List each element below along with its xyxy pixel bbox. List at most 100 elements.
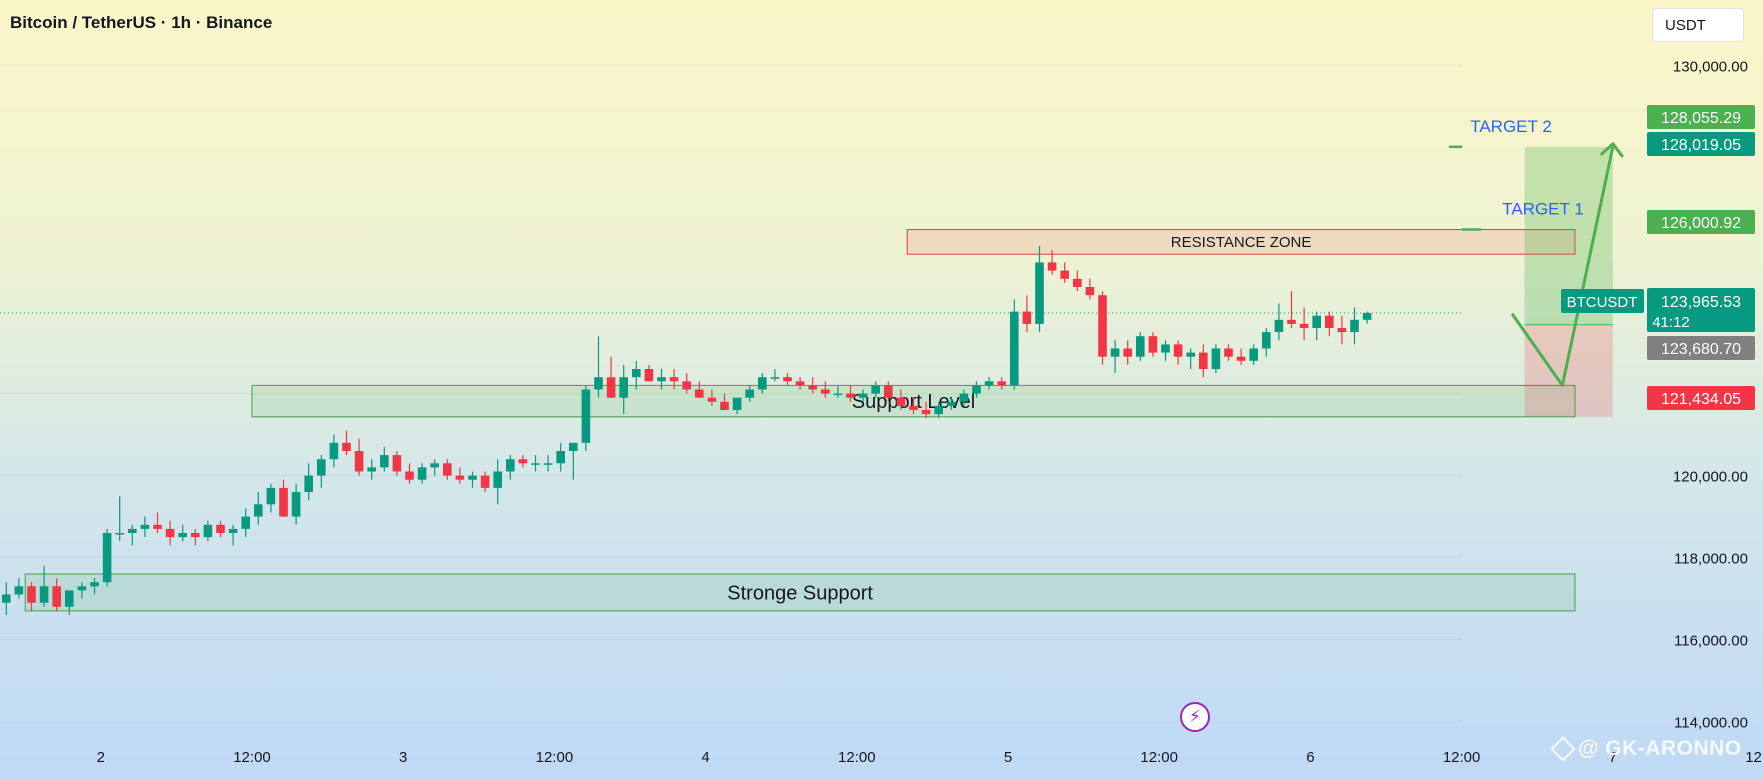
long-position-tool[interactable]: [1524, 146, 1613, 417]
candle-body: [543, 463, 553, 465]
candlestick-series: [0, 246, 1462, 615]
target-lines[interactable]: TARGET 1 TARGET 2: [1449, 117, 1584, 231]
candle-body: [1362, 313, 1372, 320]
candle-body: [52, 586, 61, 607]
lightning-icon[interactable]: ⚡: [1180, 702, 1210, 732]
position-stop-area: [1524, 324, 1613, 417]
target-label: TARGET 1: [1502, 200, 1584, 219]
price-label-stop-bg: [1647, 386, 1755, 410]
candle-body: [833, 393, 843, 396]
x-tick-label: 12:00: [1140, 749, 1178, 766]
x-tick-label: 7: [1609, 749, 1617, 766]
candle-body: [493, 471, 502, 488]
candle-body: [1173, 344, 1183, 357]
zone-label: RESISTANCE ZONE: [1171, 234, 1312, 251]
watermark-text: @ GK-ARONNO: [1578, 737, 1742, 760]
x-tick-label: 12:00: [233, 749, 271, 766]
candle-body: [1262, 332, 1271, 349]
y-tick-label: 130,000.00: [1673, 59, 1748, 76]
candle-body: [1136, 336, 1145, 357]
price-label-target1: 126,000.92: [1661, 215, 1741, 232]
candle-body: [506, 459, 515, 472]
candle-body: [430, 463, 439, 468]
candle-body: [203, 524, 213, 538]
x-tick-label: 2: [97, 749, 105, 766]
candle-body: [644, 369, 654, 382]
candle-body: [1199, 352, 1208, 369]
candle-body: [1186, 352, 1195, 357]
x-tick-label: 6: [1306, 749, 1314, 766]
arrow-head: [1599, 142, 1624, 158]
price-label-target2: 128,019.05: [1661, 137, 1741, 154]
candle-body: [632, 369, 641, 378]
price-label-current-bg: [1647, 288, 1755, 332]
candle-body: [1211, 348, 1221, 369]
price-label-stop: 121,434.05: [1661, 391, 1741, 408]
symbol-tag-bg: [1561, 289, 1644, 313]
candle-body: [1123, 348, 1132, 357]
x-tick-label: 4: [701, 749, 709, 766]
x-tick-label: 12:00: [838, 749, 876, 766]
candle-body: [342, 442, 351, 451]
candle-body: [480, 475, 490, 488]
candle-body: [770, 377, 780, 379]
support-zone: [24, 573, 1576, 612]
target-label: TARGET 2: [1470, 117, 1552, 136]
candle-body: [720, 401, 729, 410]
candle-body: [367, 467, 376, 472]
candle-body: [304, 475, 313, 492]
candle-body: [1022, 311, 1032, 324]
candle-body: [39, 586, 49, 603]
candle-body: [808, 385, 817, 390]
price-labels: 128,055.29 128,019.05 126,000.92 123,965.53…: [1561, 105, 1755, 410]
candle-body: [947, 401, 956, 406]
candle-body: [443, 463, 452, 476]
x-tick-label: 3: [399, 749, 407, 766]
candle-body: [1010, 311, 1019, 386]
price-label-target2-upper-bg: [1647, 105, 1755, 129]
x-tick-label: 5: [1004, 749, 1012, 766]
candle-body: [556, 451, 565, 464]
projection-arrow: [1510, 146, 1615, 387]
candle-body: [1299, 323, 1309, 328]
candle-body: [871, 385, 880, 394]
symbol-tag: BTCUSDT: [1567, 294, 1638, 311]
candle-body: [972, 385, 981, 394]
candle-body: [191, 533, 200, 538]
projection-path[interactable]: [1510, 142, 1624, 387]
candle-body: [1287, 319, 1296, 324]
candle-body: [682, 381, 691, 390]
candle-body: [1148, 336, 1158, 353]
currency-label: USDT: [1665, 16, 1706, 34]
candle-body: [90, 582, 99, 587]
y-tick-label: 118,000.00: [1674, 551, 1748, 568]
candle-body: [934, 405, 943, 415]
candle-body: [228, 528, 238, 533]
x-tick-label: 12:00: [536, 749, 574, 766]
candle-body: [1110, 348, 1120, 357]
candle-body: [392, 455, 402, 472]
candle-body: [569, 442, 578, 451]
countdown-label: 41:12: [1652, 314, 1690, 331]
currency-selector[interactable]: USDT: [1652, 8, 1744, 42]
watermark: @ GK-ARONNO: [1550, 736, 1742, 762]
candle-body: [102, 533, 112, 583]
candle-body: [241, 516, 250, 529]
candle-body: [1085, 287, 1095, 296]
candle-body: [279, 487, 288, 517]
candle-body: [468, 475, 477, 480]
candle-body: [153, 524, 162, 529]
candle-body: [921, 410, 931, 415]
candle-body: [783, 377, 792, 382]
candle-body: [1073, 278, 1082, 287]
y-tick-label: 114,000.00: [1674, 715, 1748, 732]
candle-body: [745, 389, 754, 398]
candle-body: [795, 381, 805, 386]
resistance-zone: [906, 229, 1576, 255]
candle-body: [266, 487, 276, 505]
candle-body: [165, 528, 175, 538]
candle-body: [984, 381, 994, 386]
x-tick-label: 12:00: [1443, 749, 1481, 766]
